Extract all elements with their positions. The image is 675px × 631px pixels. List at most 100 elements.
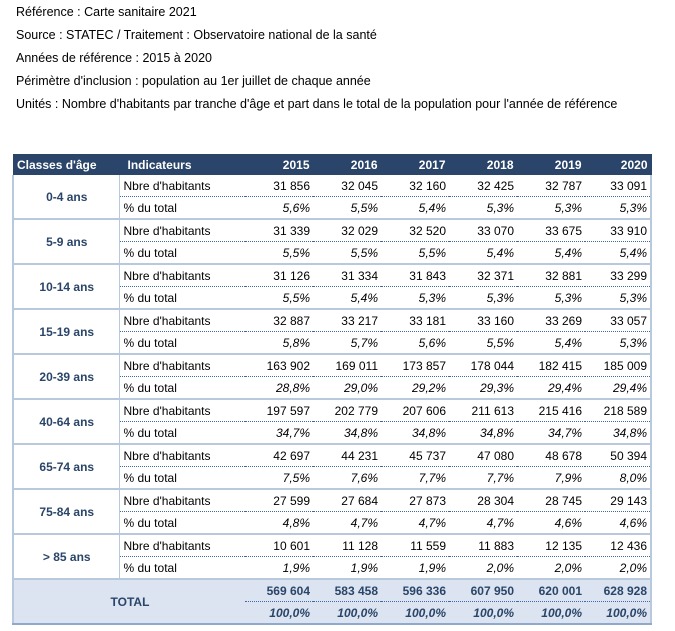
population-count-cell: 31 126 [245,264,313,287]
indicator-label: % du total [119,511,245,535]
perimeter-line: Périmètre d'inclusion : population au 1e… [16,74,371,88]
total-row: TOTAL 569 604 583 458 596 336 607 950 620 001… [12,579,652,625]
table-row: % du total 5,5% 5,4% 5,3% 5,3% 5,3% 5,3% [13,286,652,310]
age-class-label: 10-14 ans [12,264,120,310]
indicator-label: Nbre d'habitants [119,264,245,287]
indicator-label: % du total [119,376,245,400]
total-share-cell: 100,0% [381,601,449,625]
share-of-total-cell: 4,8% [245,511,313,535]
share-of-total-cell: 7,7% [449,466,517,490]
population-count-cell: 28 745 [517,489,585,512]
indicator-label: % du total [119,556,245,580]
population-count-cell: 33 057 [585,309,652,332]
share-of-total-cell: 5,6% [381,331,449,355]
share-of-total-cell: 5,4% [585,241,652,265]
header-row: Classes d'âge Indicateurs 2015 2016 2017… [13,154,652,175]
age-class-label: 0-4 ans [12,175,120,220]
table-row: % du total 5,8% 5,7% 5,6% 5,5% 5,4% 5,3% [13,331,652,355]
total-count-cell: 596 336 [381,579,449,602]
age-class-label: 20-39 ans [12,354,120,400]
share-of-total-cell: 29,3% [449,376,517,400]
table-row: % du total 4,8% 4,7% 4,7% 4,7% 4,6% 4,6% [13,511,652,535]
share-of-total-cell: 5,4% [449,241,517,265]
share-of-total-cell: 5,5% [381,241,449,265]
population-count-cell: 32 160 [381,175,449,197]
population-count-cell: 218 589 [585,399,652,422]
table-row: 10-14 ans Nbre d'habitants 31 126 31 334 31 … [12,264,652,310]
share-of-total-cell: 5,4% [517,331,585,355]
total-count-cell: 607 950 [449,579,517,602]
table-row: % du total 7,5% 7,6% 7,7% 7,7% 7,9% 8,0% [13,466,652,490]
total-count-cell: 620 001 [517,579,585,602]
share-of-total-cell: 5,5% [313,241,381,265]
population-count-cell: 31 843 [381,264,449,287]
header-classes: Classes d'âge [13,154,120,175]
share-of-total-cell: 2,0% [585,556,652,580]
table-row: 15-19 ans Nbre d'habitants 32 887 33 217 33 … [12,309,652,355]
share-of-total-cell: 5,3% [517,286,585,310]
share-of-total-cell: 2,0% [449,556,517,580]
share-of-total-cell: 5,3% [585,286,652,310]
age-class-label: 75-84 ans [12,489,120,535]
indicator-label: % du total [119,196,245,220]
share-of-total-cell: 5,4% [381,196,449,220]
total-count-cell: 628 928 [585,579,652,602]
population-count-cell: 11 128 [313,534,381,557]
total-count-cell: 583 458 [313,579,381,602]
share-of-total-cell: 1,9% [245,556,313,580]
share-of-total-cell: 4,7% [313,511,381,535]
population-count-cell: 28 304 [449,489,517,512]
table-body: 0-4 ans Nbre d'habitants 31 856 32 045 32 16… [12,175,652,625]
source-line: Source : STATEC / Traitement : Observato… [16,28,377,42]
table-row: % du total 1,9% 1,9% 1,9% 2,0% 2,0% 2,0% [13,556,652,580]
population-count-cell: 31 334 [313,264,381,287]
total-row: 100,0% 100,0% 100,0% 100,0% 100,0% 100,0% [13,601,652,625]
population-count-cell: 169 011 [313,354,381,377]
share-of-total-cell: 34,8% [585,421,652,445]
share-of-total-cell: 5,6% [245,196,313,220]
population-count-cell: 33 269 [517,309,585,332]
share-of-total-cell: 4,6% [517,511,585,535]
table-row: % du total 34,7% 34,8% 34,8% 34,8% 34,7% 34,8% [13,421,652,445]
total-share-cell: 100,0% [449,601,517,625]
indicator-label: % du total [119,466,245,490]
indicator-label: % du total [119,421,245,445]
population-count-cell: 50 394 [585,444,652,467]
population-count-cell: 11 559 [381,534,449,557]
share-of-total-cell: 5,4% [313,286,381,310]
share-of-total-cell: 28,8% [245,376,313,400]
population-count-cell: 32 029 [313,219,381,242]
population-count-cell: 32 887 [245,309,313,332]
indicator-label: % du total [119,241,245,265]
population-count-cell: 33 299 [585,264,652,287]
population-count-cell: 12 436 [585,534,652,557]
population-count-cell: 48 678 [517,444,585,467]
indicator-label: Nbre d'habitants [119,399,245,422]
header-year: 2018 [449,154,518,175]
table-row: 75-84 ans Nbre d'habitants 27 599 27 684 27 … [12,489,652,535]
population-count-cell: 33 675 [517,219,585,242]
table-row: 0-4 ans Nbre d'habitants 31 856 32 045 32 16… [12,175,652,220]
share-of-total-cell: 5,3% [585,196,652,220]
table-row: > 85 ans Nbre d'habitants 10 601 11 128 11 5… [12,534,652,580]
table-row: 5-9 ans Nbre d'habitants 31 339 32 029 32 52… [12,219,652,265]
population-count-cell: 33 160 [449,309,517,332]
indicator-label: Nbre d'habitants [119,219,245,242]
age-class-label: 15-19 ans [12,309,120,355]
share-of-total-cell: 34,7% [245,421,313,445]
population-count-cell: 207 606 [381,399,449,422]
header-year: 2020 [585,154,652,175]
indicator-label: % du total [119,286,245,310]
population-count-cell: 47 080 [449,444,517,467]
share-of-total-cell: 4,6% [585,511,652,535]
population-count-cell: 27 599 [245,489,313,512]
share-of-total-cell: 1,9% [313,556,381,580]
indicator-label: Nbre d'habitants [119,354,245,377]
population-count-cell: 33 181 [381,309,449,332]
share-of-total-cell: 5,4% [517,241,585,265]
metadata-block: Référence : Carte sanitaire 2021 Source … [16,4,617,119]
population-count-cell: 185 009 [585,354,652,377]
share-of-total-cell: 5,5% [313,196,381,220]
table-row: 65-74 ans Nbre d'habitants 42 697 44 231 45 … [12,444,652,490]
population-count-cell: 27 684 [313,489,381,512]
